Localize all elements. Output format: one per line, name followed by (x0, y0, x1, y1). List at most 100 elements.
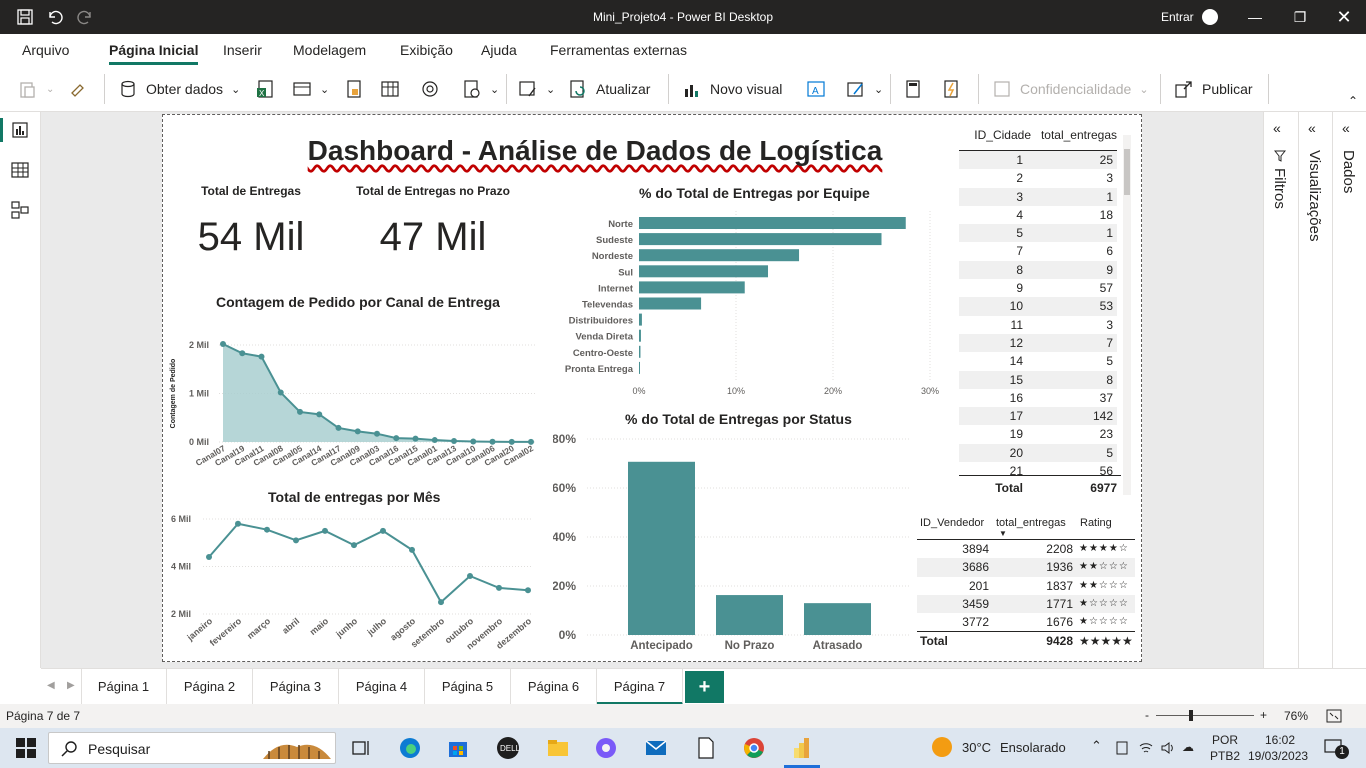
canal-point[interactable] (258, 353, 265, 360)
expand-visualizations-icon[interactable]: « (1308, 120, 1316, 136)
tab-pagina-5[interactable]: Página 5 (425, 669, 511, 705)
language-line1[interactable]: POR (1212, 733, 1239, 747)
signin-link[interactable]: Entrar (1161, 10, 1194, 24)
mes-point[interactable] (206, 554, 212, 560)
cloud-icon[interactable]: ☁ (1182, 740, 1194, 754)
table-row[interactable]: 9 57 (959, 279, 1117, 298)
canal-point[interactable] (451, 438, 457, 445)
table-row[interactable]: 14 5 (959, 352, 1117, 371)
table-row[interactable]: 11 3 (959, 315, 1117, 334)
vendedor-header-total[interactable]: total_entregas (996, 517, 1066, 529)
refresh-button[interactable]: Atualizar (568, 77, 650, 101)
weather-desc[interactable]: Ensolarado (1000, 740, 1066, 755)
clock-time[interactable]: 16:02 (1265, 733, 1296, 747)
mes-point[interactable] (322, 527, 328, 534)
redo-icon[interactable] (76, 8, 94, 26)
collapse-ribbon-icon[interactable]: ⌃ (1348, 94, 1359, 108)
table-row[interactable]: 16 37 (959, 388, 1117, 408)
model-view-icon[interactable] (10, 200, 30, 220)
mes-point[interactable] (525, 587, 531, 594)
canal-point[interactable] (528, 438, 534, 445)
table-row[interactable]: 3686 1936 ★★☆☆☆ (917, 558, 1135, 577)
file-explorer-icon[interactable] (546, 736, 570, 760)
data-pane[interactable]: « Dados (1332, 112, 1366, 668)
table-view-icon[interactable] (10, 160, 30, 180)
table-row[interactable]: 4 18 (959, 205, 1117, 225)
filters-pane[interactable]: « Filtros (1263, 112, 1297, 668)
table-row[interactable]: 201 1837 ★★☆☆☆ (917, 576, 1135, 595)
canal-point[interactable] (297, 408, 303, 415)
new-visual-button[interactable]: Novo visual (682, 77, 782, 101)
report-view-icon[interactable] (10, 120, 30, 140)
vendedor-table[interactable]: ID_Vendedor total_entregas Rating ▼ 3894… (917, 515, 1137, 655)
weather-sun-icon[interactable] (932, 737, 952, 757)
tabs-prev-icon[interactable]: ◀ (47, 680, 55, 691)
tab-pagina-4[interactable]: Página 4 (339, 669, 425, 705)
table-row[interactable]: 12 7 (959, 333, 1117, 353)
team-bar[interactable] (639, 313, 642, 326)
notepad-icon[interactable] (694, 736, 718, 760)
tab-pagina-2[interactable]: Página 2 (167, 669, 253, 705)
cidade-header-total[interactable]: total_entregas (1040, 128, 1117, 142)
team-bar-chart[interactable]: 0% 10% 20% 30% Norte Sudeste Nordeste Sul Intern… (553, 207, 953, 399)
zoom-slider[interactable] (1156, 715, 1254, 716)
clock-date[interactable]: 19/03/2023 (1248, 749, 1309, 763)
table-row[interactable]: 19 23 (959, 425, 1117, 444)
team-bar[interactable] (639, 345, 641, 358)
team-bar[interactable] (639, 361, 640, 374)
mes-point[interactable] (380, 527, 386, 534)
mes-point[interactable] (235, 520, 241, 527)
data-hub-button[interactable]: ⌄ (292, 77, 329, 101)
zoom-out-button[interactable]: - (1145, 708, 1149, 722)
edge-icon[interactable] (398, 736, 422, 760)
status-bar-chart[interactable]: 0% 20% 40% 60% 80% Antecipado No Prazo Atrasado (553, 425, 913, 661)
team-bar[interactable] (639, 233, 882, 246)
task-view-icon[interactable] (350, 736, 374, 760)
zoom-slider-thumb[interactable] (1189, 710, 1193, 721)
table-row[interactable]: 20 5 (959, 443, 1117, 463)
sql-server-icon[interactable] (344, 79, 364, 99)
enter-data-icon[interactable] (380, 79, 400, 99)
canal-point[interactable] (470, 438, 477, 445)
save-icon[interactable] (16, 8, 34, 26)
tabs-next-icon[interactable]: ▶ (67, 680, 75, 691)
tab-pagina-6[interactable]: Página 6 (511, 669, 597, 705)
table-row[interactable]: 3772 1676 ★☆☆☆☆ (917, 613, 1135, 632)
excel-icon[interactable]: X (256, 79, 276, 99)
status-bar[interactable] (628, 461, 695, 635)
power-bi-icon[interactable] (790, 736, 814, 760)
table-row[interactable]: 15 8 (959, 370, 1117, 389)
cidade-header-id[interactable]: ID_Cidade (974, 128, 1031, 142)
canal-point[interactable] (316, 411, 323, 418)
avatar[interactable] (1202, 9, 1218, 25)
menu-inserir[interactable]: Inserir (223, 42, 262, 58)
language-line2[interactable]: PTB2 (1210, 749, 1241, 763)
canal-point[interactable] (354, 428, 361, 435)
transform-data-button[interactable]: ⌄ (518, 77, 555, 101)
menu-exibicao[interactable]: Exibição (400, 42, 453, 58)
mes-point[interactable] (409, 546, 415, 553)
taskbar-search[interactable]: Pesquisar (48, 732, 336, 764)
new-measure-icon[interactable] (903, 79, 923, 99)
sort-desc-icon[interactable]: ▼ (999, 529, 1007, 538)
canal-point[interactable] (277, 389, 284, 396)
store-icon[interactable] (446, 736, 470, 760)
expand-data-icon[interactable]: « (1342, 120, 1350, 136)
tab-pagina-3[interactable]: Página 3 (253, 669, 339, 705)
mes-point[interactable] (496, 584, 502, 591)
mes-point[interactable] (264, 526, 270, 533)
add-page-button[interactable]: + (685, 671, 724, 703)
zoom-in-button[interactable]: + (1260, 708, 1268, 722)
status-bar[interactable] (716, 595, 783, 635)
battery-icon[interactable] (1114, 740, 1130, 756)
table-row[interactable]: 3894 2208 ★★★★☆ (917, 540, 1135, 559)
fit-to-page-icon[interactable] (1326, 709, 1342, 723)
canal-point[interactable] (239, 350, 246, 357)
table-row[interactable]: 21 56 (959, 462, 1117, 481)
sensitivity-button[interactable]: Confidencialidade ⌄ (992, 77, 1149, 101)
